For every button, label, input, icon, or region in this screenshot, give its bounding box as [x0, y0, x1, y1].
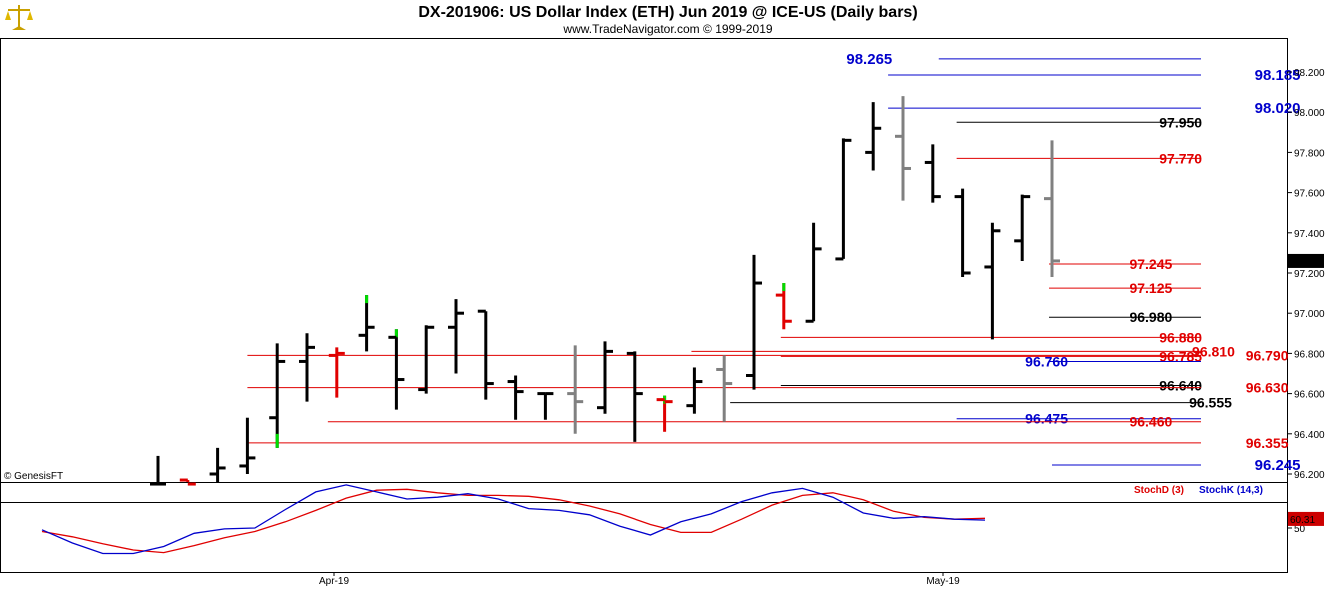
chart-title: DX-201906: US Dollar Index (ETH) Jun 201…: [418, 4, 917, 21]
stoch-tick-label: 50: [1294, 524, 1306, 535]
price-tick-label: 98.200: [1294, 68, 1325, 79]
price-tick-label: 97.800: [1294, 148, 1325, 159]
level-label: 96.880: [1159, 329, 1202, 345]
chart-subtitle: www.TradeNavigator.com © 1999-2019: [562, 22, 772, 36]
stoch-legend-k: StochK (14,3): [1199, 485, 1263, 496]
stoch-current-box: [1288, 511, 1324, 526]
time-tick-label: Apr-19: [319, 576, 349, 587]
level-label: 96.785: [1159, 348, 1202, 364]
level-label: 96.630: [1246, 380, 1289, 396]
level-label: 97.950: [1159, 114, 1202, 130]
level-label: 96.760: [1025, 353, 1068, 369]
price-tick-label: 96.200: [1294, 470, 1325, 481]
level-label: 96.245: [1255, 457, 1301, 474]
stoch-panel-frame: [0, 482, 1288, 573]
current-price-box: [1288, 253, 1324, 268]
price-tick-label: 97.400: [1294, 229, 1325, 240]
level-label: 97.125: [1129, 280, 1172, 296]
price-tick-label: 97.600: [1294, 189, 1325, 200]
level-label: 97.245: [1129, 256, 1172, 272]
level-label: 96.475: [1025, 411, 1068, 427]
stoch-series-line: [41, 484, 986, 555]
level-label: 98.265: [846, 51, 892, 68]
watermark: © GenesisFT: [4, 471, 63, 482]
level-label: 96.640: [1159, 378, 1202, 394]
price-panel-frame: [0, 38, 1288, 483]
level-label: 96.980: [1129, 309, 1172, 325]
current-price-label: 97.260: [1290, 257, 1321, 268]
level-label: 98.185: [1255, 67, 1301, 84]
level-label: 96.790: [1246, 347, 1289, 363]
logo-icon: [3, 2, 35, 32]
level-label: 96.460: [1129, 414, 1172, 430]
stoch-series-line: [41, 488, 986, 554]
price-axis: 98.200 98.000 97.800 97.600 97.400 97.200 97.0…: [1288, 68, 1325, 481]
level-label: 96.555: [1189, 395, 1232, 411]
stoch-legend-d: StochD (3): [1134, 485, 1184, 496]
price-tick-label: 96.800: [1294, 349, 1325, 360]
level-label: 96.810: [1192, 343, 1235, 359]
time-axis: Apr-19 May-19: [319, 572, 960, 587]
bars-layer: [150, 96, 1060, 486]
time-tick-label: May-19: [926, 576, 960, 587]
levels-layer: 98.265 98.185 98.020 97.950 97.770 97.245 97.1…: [247, 51, 1301, 474]
price-tick-label: 97.200: [1294, 269, 1325, 280]
level-label: 96.355: [1246, 435, 1289, 451]
level-label: 98.020: [1255, 100, 1301, 117]
level-label: 97.770: [1159, 150, 1202, 166]
price-tick-label: 98.000: [1294, 108, 1325, 119]
price-tick-label: 96.600: [1294, 390, 1325, 401]
price-tick-label: 96.400: [1294, 430, 1325, 441]
stoch-current-label: 60.31: [1290, 515, 1315, 526]
price-tick-label: 97.000: [1294, 309, 1325, 320]
